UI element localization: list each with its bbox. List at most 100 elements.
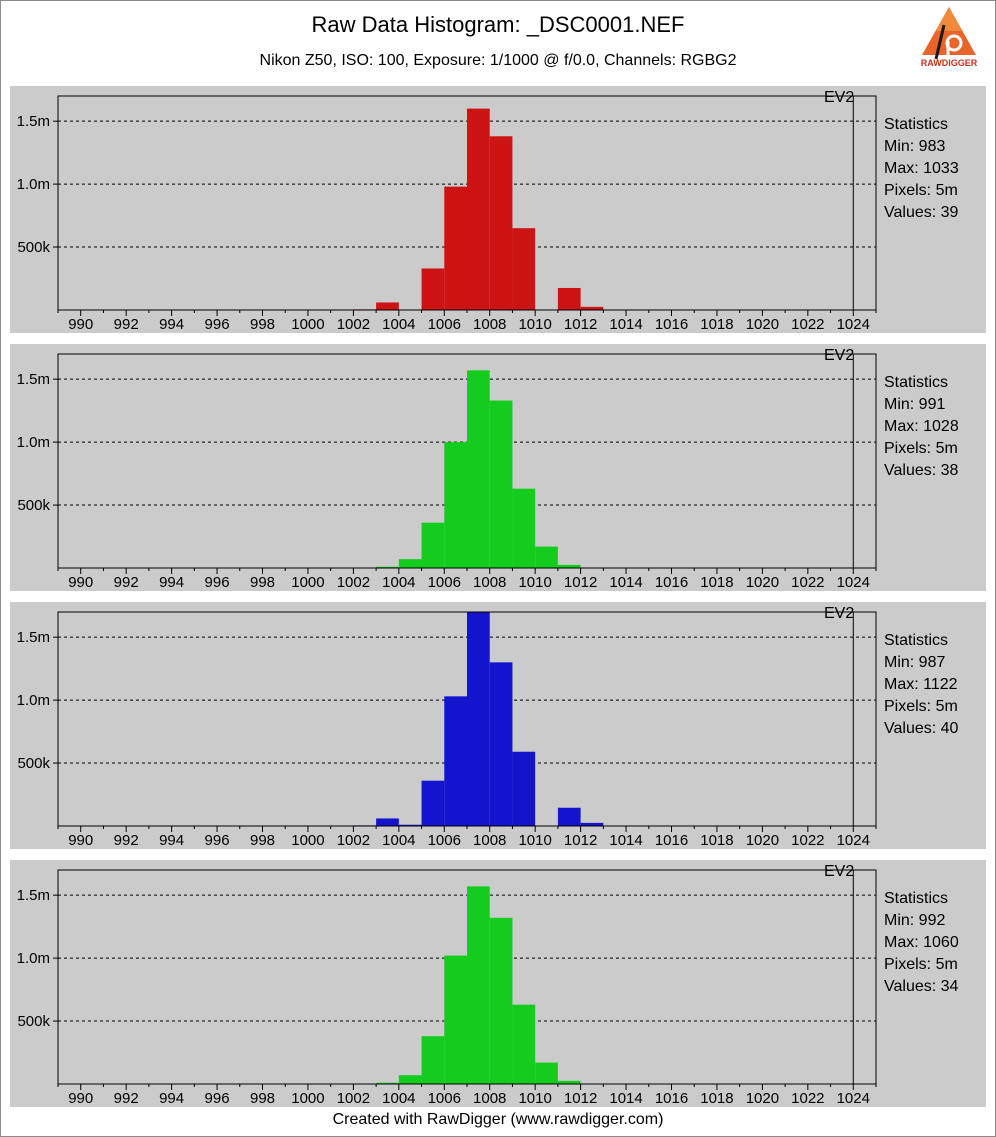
histogram-chart-g: 500k 1.0m 1.5m 990 992 994 996 998 1000 1002 1004 1… [17,353,877,591]
x-tick-label: 1018 [700,574,733,591]
histogram-bar [580,306,604,310]
plot-frame [57,353,877,569]
stat-pixels: Pixels: 5m [884,956,958,973]
x-tick-label: 1014 [609,316,642,333]
x-tick-label: 1010 [518,832,551,849]
x-tick-label: 1016 [655,832,688,849]
x-tick-label: 1002 [337,1090,370,1107]
y-tick-label: 1.0m [17,176,50,193]
stat-min: Min: 987 [884,654,946,671]
y-tick-label: 500k [17,755,50,772]
histogram-bar [557,807,581,826]
histogram-bar [512,1004,536,1084]
x-tick-label: 1000 [291,832,324,849]
stat-values: Values: 34 [884,978,959,995]
statistics-heading: Statistics [884,632,949,649]
histogram-bar [467,108,490,311]
plot-frame [57,95,877,311]
x-tick-label: 1010 [518,574,551,591]
x-tick-label: 990 [68,574,93,591]
histogram-bar [376,302,399,310]
y-tick-label: 1.0m [17,950,50,967]
x-tick-label: 1012 [564,1090,597,1107]
statistics-box: Statistics Min: 992 Max: 1060 Pixels: 5m… [884,888,959,998]
x-tick-label: 998 [250,832,275,849]
stat-pixels: Pixels: 5m [884,440,958,457]
footer-credit: Created with RawDigger (www.rawdigger.co… [332,1111,664,1128]
histogram-bar [512,488,536,568]
x-tick-label: 996 [205,1090,230,1107]
ev-label: EV2 [824,605,855,622]
x-tick-label: 998 [250,1090,275,1107]
histogram-bar [376,1082,399,1084]
histogram-chart-b: 500k 1.0m 1.5m 990 992 994 996 998 1000 1002 1004 1… [17,611,877,849]
x-tick-label: 1000 [291,574,324,591]
histogram-chart-r: 500k 1.0m 1.5m 990 992 994 996 998 1000 1002 1004 1… [17,95,877,333]
x-tick-label: 1004 [382,574,415,591]
x-tick-label: 996 [205,574,230,591]
x-tick-label: 994 [159,316,184,333]
x-tick-label: 994 [159,832,184,849]
statistics-box: Statistics Min: 991 Max: 1028 Pixels: 5m… [884,372,959,482]
x-tick-label: 1016 [655,316,688,333]
stat-values: Values: 40 [884,720,959,737]
x-tick-label: 1022 [791,1090,824,1107]
histogram-bar [467,612,490,826]
plot-frame [57,611,877,827]
x-tick-label: 998 [250,316,275,333]
stat-pixels: Pixels: 5m [884,698,958,715]
x-tick-label: 1018 [700,832,733,849]
stat-max: Max: 1028 [884,418,959,435]
x-tick-label: 1006 [428,574,461,591]
stat-values: Values: 39 [884,204,959,221]
histogram-bar [512,751,536,826]
x-tick-label: 1008 [473,832,506,849]
x-tick-label: 1024 [837,574,870,591]
page-title: Raw Data Histogram: _DSC0001.NEF [311,12,685,37]
x-tick-label: 1016 [655,574,688,591]
x-tick-label: 1010 [518,316,551,333]
histogram-panel-b: 500k 1.0m 1.5m 990 992 994 996 998 1000 1002 1004 1… [10,602,986,849]
x-tick-label: 1012 [564,574,597,591]
camera-info-subtitle: Nikon Z50, ISO: 100, Exposure: 1/1000 @ … [259,52,737,69]
y-tick-label: 1.5m [17,887,50,904]
histogram-bar [580,822,604,826]
x-tick-label: 1010 [518,1090,551,1107]
y-tick-label: 1.5m [17,371,50,388]
stat-max: Max: 1033 [884,160,959,177]
x-tick-label: 1020 [746,316,779,333]
x-tick-label: 1018 [700,1090,733,1107]
stat-min: Min: 983 [884,138,946,155]
statistics-box: Statistics Min: 987 Max: 1122 Pixels: 5m… [884,630,958,740]
histogram-bar [421,780,445,826]
statistics-heading: Statistics [884,374,949,391]
ev-label: EV2 [824,863,855,880]
y-tick-label: 1.5m [17,113,50,130]
x-tick-label: 1024 [837,832,870,849]
histogram-bar [376,566,399,568]
statistics-heading: Statistics [884,116,949,133]
histogram-bar [421,268,445,310]
stat-min: Min: 991 [884,396,946,413]
x-tick-label: 1014 [609,574,642,591]
y-tick-label: 500k [17,497,50,514]
x-tick-label: 1024 [837,1090,870,1107]
stat-pixels: Pixels: 5m [884,182,958,199]
histogram-bar [398,1075,422,1084]
x-tick-label: 1018 [700,316,733,333]
x-tick-label: 990 [68,1090,93,1107]
rawdigger-logo-text: RAWDIGGER [920,58,978,68]
x-tick-label: 1020 [746,574,779,591]
histogram-bar [467,886,490,1084]
histogram-bar [535,1062,558,1084]
x-tick-label: 996 [205,316,230,333]
histogram-bar [398,559,422,568]
x-tick-label: 990 [68,832,93,849]
histogram-bar [444,955,467,1084]
histogram-bar [535,546,558,568]
plot-frame [57,869,877,1085]
x-tick-label: 1022 [791,316,824,333]
x-tick-label: 1014 [609,1090,642,1107]
histogram-chart-g2: 500k 1.0m 1.5m 990 992 994 996 998 1000 1002 1004 1… [17,869,877,1107]
histogram-bar [489,400,513,568]
